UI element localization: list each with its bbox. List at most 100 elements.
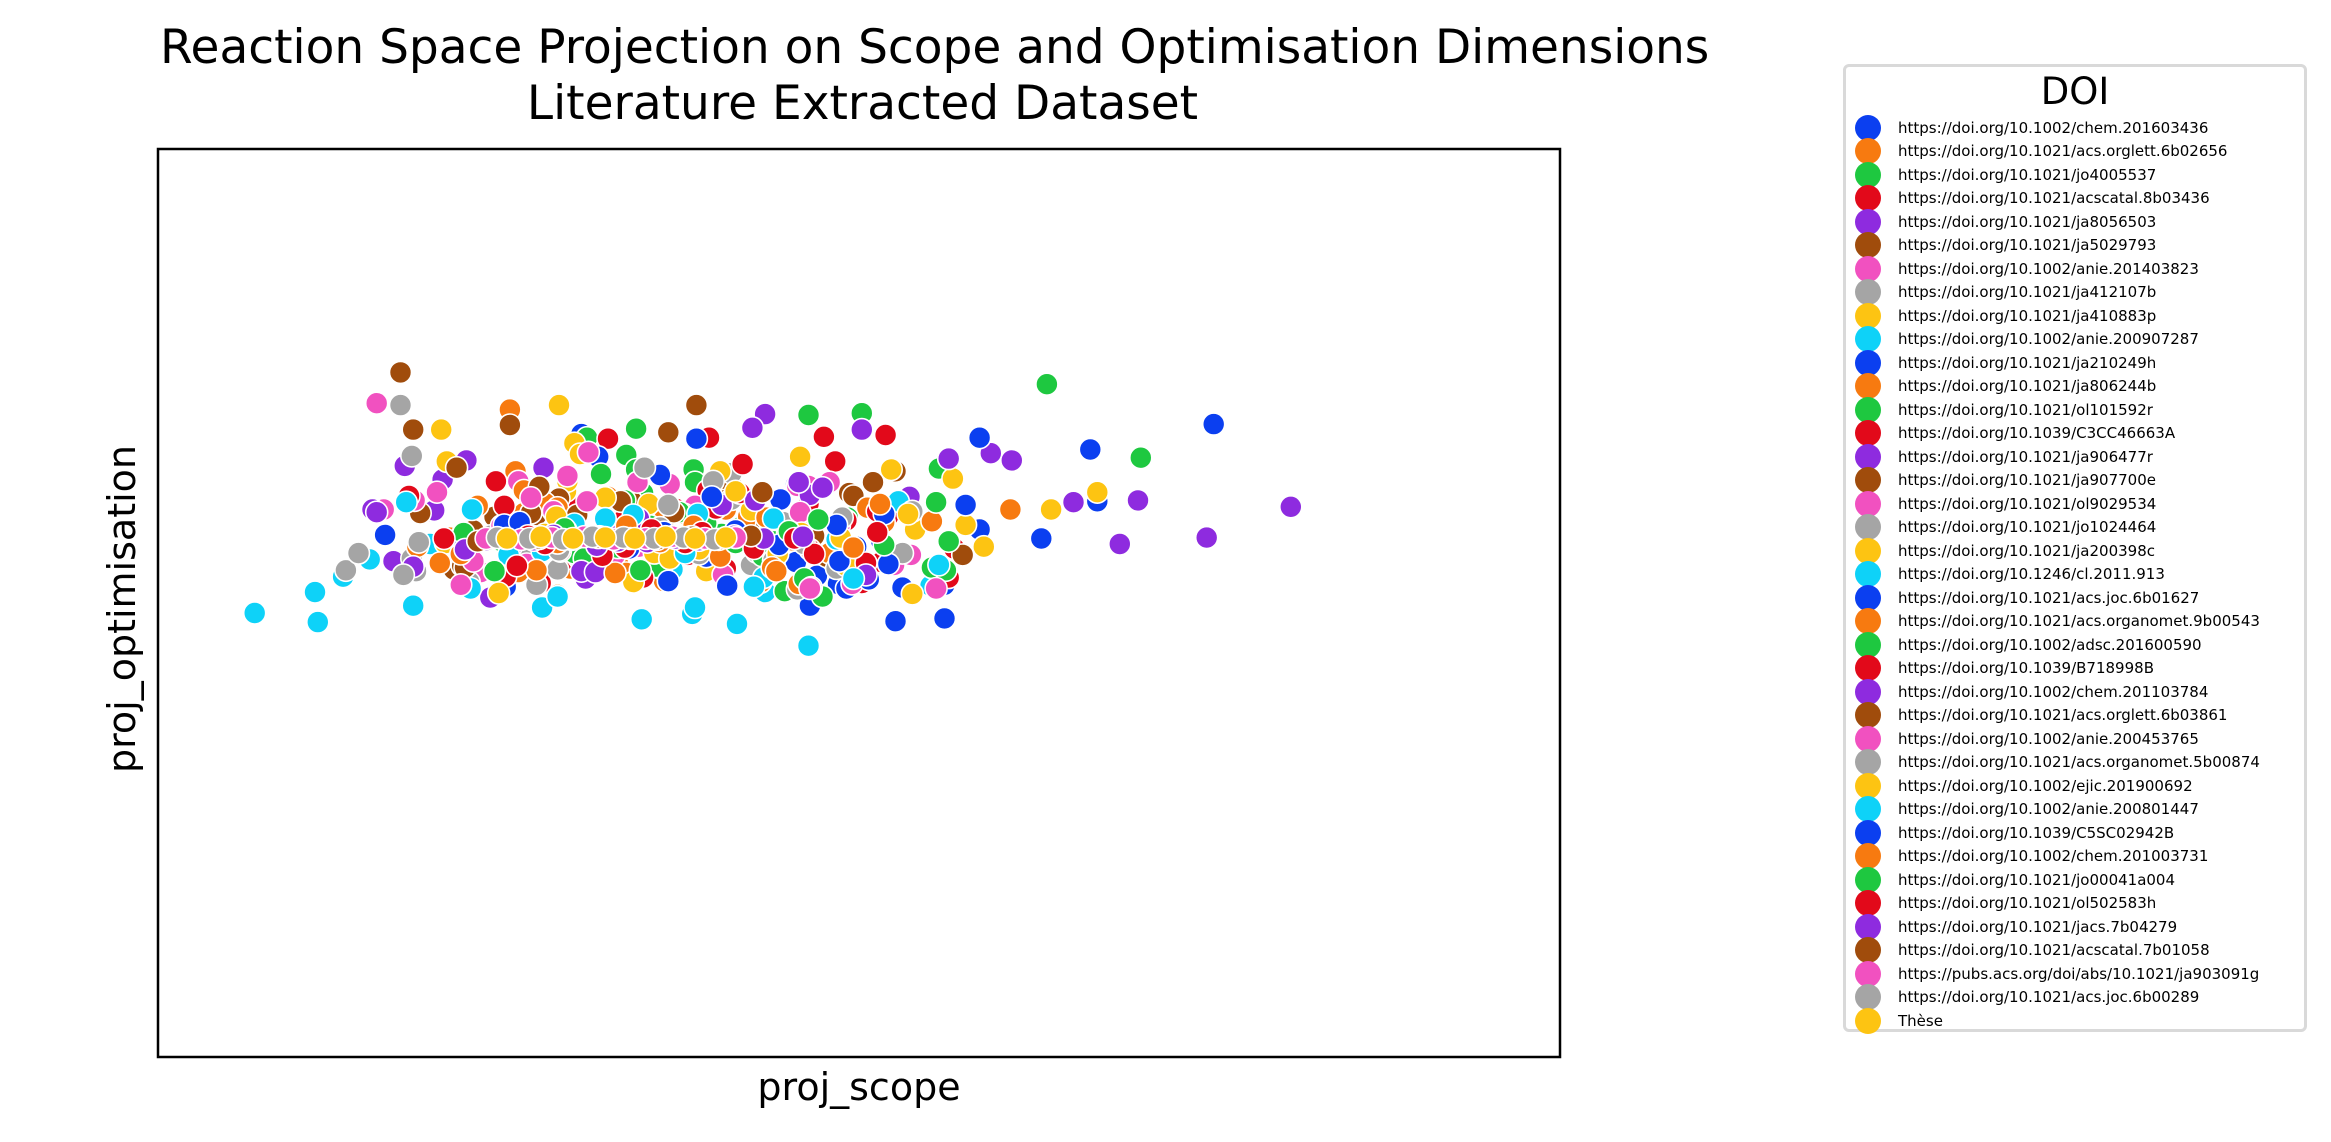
scatter-point-s31-p4 (603, 561, 627, 585)
scatter-point-s9-p4 (401, 593, 426, 618)
legend-item: https://doi.org/10.1021/acs.orglett.6b03… (1846, 702, 2304, 729)
scatter-point-s18-p0 (429, 417, 454, 442)
legend-item: https://doi.org/10.1021/jo00041a004 (1846, 866, 2304, 893)
scatter-point-s5-p1 (401, 417, 426, 442)
legend-item: https://doi.org/10.1021/ja906477r (1846, 443, 2304, 470)
legend-marker-icon (1855, 232, 1881, 259)
scatter-point-s8-p10 (879, 457, 904, 482)
legend-item: https://doi.org/10.1021/ol502583h (1846, 890, 2304, 917)
legend-item: https://doi.org/10.1246/cl.2011.913 (1846, 561, 2304, 588)
legend-marker-icon (1855, 608, 1881, 635)
legend-marker-icon (1855, 185, 1881, 212)
legend-item: https://doi.org/10.1021/acs.organomet.9b… (1846, 608, 2304, 635)
scatter-point-s26-p5 (575, 489, 599, 514)
scatter-point-s14-p12 (849, 417, 874, 442)
legend-label: https://doi.org/10.1039/C5SC02942B (1898, 823, 2175, 842)
scatter-point-s14-p6 (531, 455, 556, 480)
scatter-point-s32-p10 (806, 507, 831, 532)
legend-label: https://doi.org/10.1021/jo4005537 (1898, 165, 2157, 184)
plot-frame (156, 147, 1562, 1059)
scatter-point-s4-p12 (1194, 525, 1219, 550)
chart-subtitle: Literature Extracted Dataset (526, 76, 1199, 131)
legend-label: https://doi.org/10.1021/ol9029534 (1898, 494, 2157, 513)
legend-label: https://doi.org/10.1021/ja210249h (1898, 353, 2157, 372)
legend-marker-icon (1855, 913, 1881, 940)
scatter-point-s26-p3 (519, 485, 543, 510)
points-layer (242, 360, 1303, 658)
legend-marker-icon (1855, 772, 1881, 799)
scatter-point-s38-p2 (561, 526, 585, 551)
legend-marker-icon (1855, 467, 1881, 494)
scatter-point-s29-p0 (394, 490, 419, 515)
scatter-point-s31-p2 (524, 558, 549, 583)
legend-item: https://doi.org/10.1021/acscatal.7b01058 (1846, 937, 2304, 964)
legend-item: https://doi.org/10.1002/chem.201603436 (1846, 114, 2304, 141)
legend-item: https://doi.org/10.1002/chem.201003731 (1846, 843, 2304, 870)
legend-marker-icon (1855, 255, 1881, 282)
legend-label: https://doi.org/10.1021/ja906477r (1898, 447, 2153, 466)
scatter-point-s18-p10 (900, 582, 925, 606)
scatter-point-s15-p8 (656, 420, 681, 445)
legend-marker-icon (1855, 326, 1881, 353)
legend-item: https://doi.org/10.1021/ol101592r (1846, 396, 2304, 423)
legend-label: Thèse (1898, 1011, 1943, 1030)
scatter-point-s5-p0 (388, 360, 413, 385)
legend-item: https://doi.org/10.1002/anie.201403823 (1846, 255, 2304, 282)
scatter-point-s26-p10 (798, 576, 822, 601)
scatter-point-s20-p11 (876, 552, 901, 576)
scatter-point-s38-p0 (495, 526, 519, 551)
legend-label: https://doi.org/10.1021/ol101592r (1898, 400, 2153, 419)
legend-marker-icon (1855, 819, 1881, 846)
scatter-point-s33-p12 (865, 520, 890, 545)
legend-label: https://doi.org/10.1002/chem.201103784 (1898, 682, 2209, 701)
scatter-point-s34-p11 (791, 524, 815, 549)
legend-label: https://doi.org/10.1002/chem.201003731 (1898, 847, 2209, 866)
legend-marker-icon (1855, 138, 1881, 165)
scatter-point-s19-p8 (683, 595, 707, 620)
scatter-point-s17-p0 (334, 558, 358, 583)
legend-item: https://pubs.acs.org/doi/abs/10.1021/ja9… (1846, 960, 2304, 987)
scatter-point-s3-p10 (823, 449, 848, 474)
scatter-point-s30-p7 (699, 484, 724, 509)
legend-marker-icon (1855, 843, 1881, 870)
scatter-point-s7-p0 (388, 393, 413, 417)
scatter-point-s38-p6 (683, 526, 707, 551)
scatter-point-s9-p2 (303, 580, 327, 604)
scatter-point-s29-p1 (460, 497, 484, 522)
legend-marker-icon (1855, 302, 1881, 329)
legend-marker-icon (1855, 373, 1881, 400)
legend-marker-icon (1855, 349, 1881, 376)
scatter-point-s9-p6 (545, 584, 570, 609)
legend-item: https://doi.org/10.1021/ja8056503 (1846, 208, 2304, 235)
scatter-point-s4-p8 (999, 448, 1024, 473)
legend-item: https://doi.org/10.1021/acs.joc.6b00289 (1846, 984, 2304, 1011)
legend-item: https://doi.org/10.1021/acs.joc.6b01627 (1846, 584, 2304, 611)
scatter-point-s3-p2 (596, 426, 620, 451)
scatter-point-s26-p1 (448, 572, 473, 597)
scatter-point-s30-p6 (656, 569, 681, 594)
scatter-point-s18-p11 (971, 534, 996, 559)
scatter-point-s24-p10 (786, 470, 811, 495)
legend-label: https://doi.org/10.1021/ja412107b (1898, 283, 2157, 302)
legend-item: https://doi.org/10.1021/ja806244b (1846, 373, 2304, 400)
legend-marker-icon (1855, 655, 1881, 682)
legend-label: https://doi.org/10.1002/adsc.201600590 (1898, 635, 2202, 654)
legend-item: https://doi.org/10.1021/ja210249h (1846, 349, 2304, 376)
legend-marker-icon (1855, 631, 1881, 658)
scatter-point-s30-p12 (953, 493, 978, 517)
legend-marker-icon (1855, 890, 1881, 917)
legend: DOI https://doi.org/10.1002/chem.2016034… (1843, 64, 2307, 1034)
legend-label: https://doi.org/10.1021/ja200398c (1898, 541, 2156, 560)
legend-label: https://doi.org/10.1021/acs.orglett.6b03… (1898, 706, 2228, 725)
scatter-point-s17-p6 (632, 455, 657, 480)
scatter-point-s20-p0 (373, 523, 397, 547)
legend-item: https://doi.org/10.1002/anie.200453765 (1846, 725, 2304, 752)
legend-label: https://pubs.acs.org/doi/abs/10.1021/ja9… (1898, 964, 2260, 983)
legend-item: https://doi.org/10.1002/anie.200907287 (1846, 326, 2304, 353)
scatter-point-s10-p12 (1201, 412, 1226, 436)
scatter-point-s31-p11 (841, 535, 866, 560)
legend-label: https://doi.org/10.1002/anie.200907287 (1898, 330, 2199, 349)
scatter-point-s29-p10 (761, 506, 786, 531)
scatter-point-s16-p0 (364, 391, 389, 416)
legend-item: https://doi.org/10.1021/ja410883p (1846, 302, 2304, 329)
